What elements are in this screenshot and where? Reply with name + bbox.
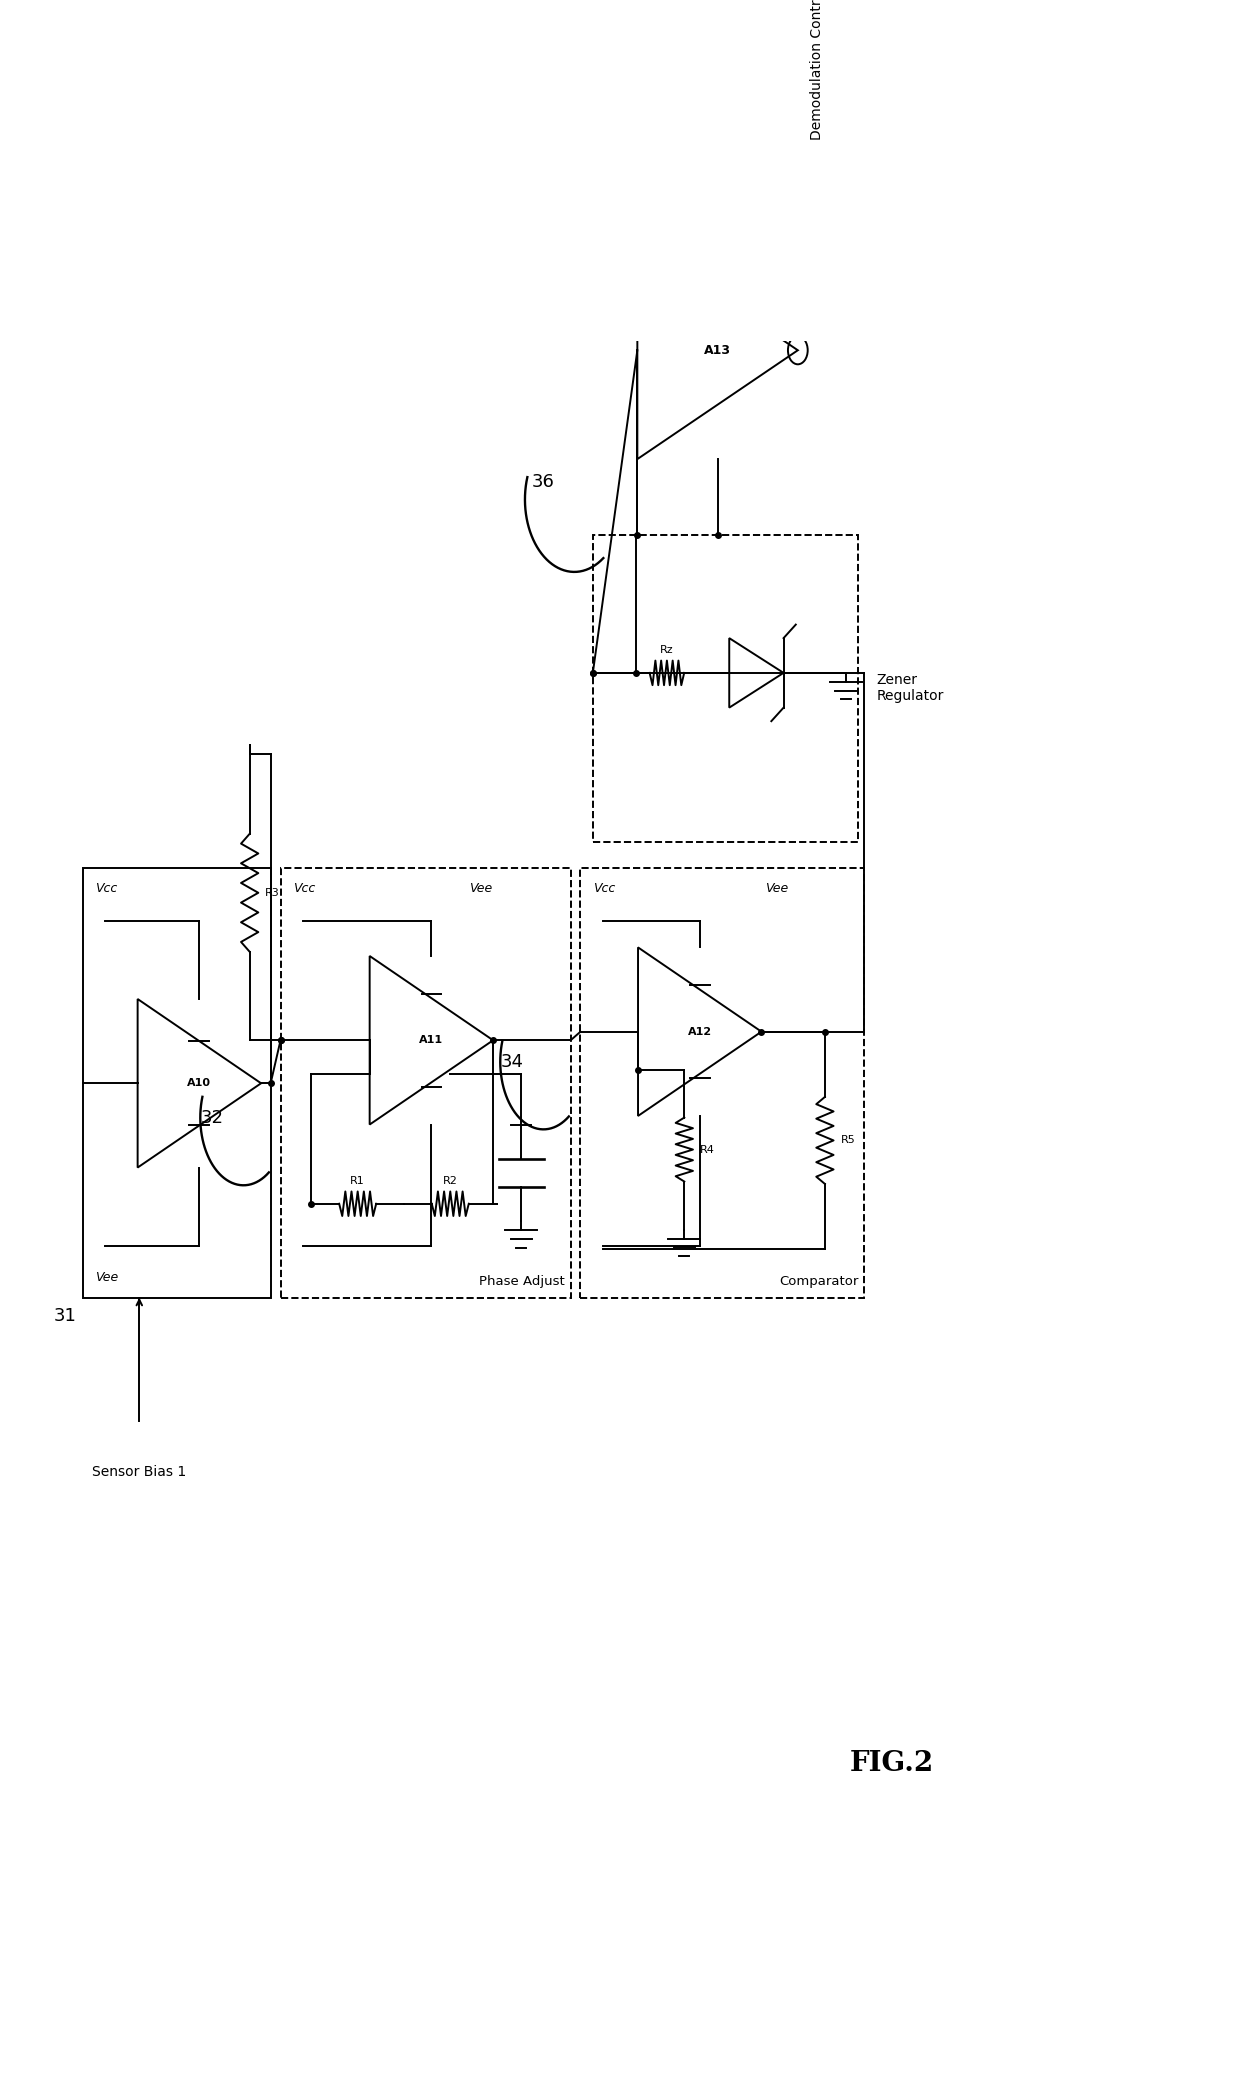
Text: Vee: Vee <box>765 882 789 895</box>
Bar <box>280 867 570 1298</box>
Text: Vcc: Vcc <box>593 882 615 895</box>
Text: Vee: Vee <box>95 1270 119 1285</box>
Text: A10: A10 <box>187 1077 211 1088</box>
Text: R5: R5 <box>841 1136 856 1145</box>
Text: Vcc: Vcc <box>95 882 118 895</box>
Text: A11: A11 <box>419 1035 444 1046</box>
Text: Sensor Bias 1: Sensor Bias 1 <box>92 1466 186 1478</box>
Text: Vee: Vee <box>469 882 492 895</box>
Text: Zener
Regulator: Zener Regulator <box>877 674 944 704</box>
Text: R1: R1 <box>351 1176 365 1186</box>
Bar <box>593 536 858 842</box>
Text: 36: 36 <box>532 472 556 491</box>
Text: R4: R4 <box>701 1144 715 1155</box>
Text: R3: R3 <box>264 888 279 899</box>
Text: 32: 32 <box>201 1109 224 1128</box>
Text: 31: 31 <box>55 1306 77 1325</box>
Text: Phase Adjust: Phase Adjust <box>479 1275 564 1287</box>
Bar <box>83 867 270 1298</box>
Text: R2: R2 <box>443 1176 458 1186</box>
Text: Rz: Rz <box>660 645 673 655</box>
Text: Vcc: Vcc <box>293 882 315 895</box>
Text: FIG.2: FIG.2 <box>849 1749 934 1777</box>
Bar <box>580 867 864 1298</box>
Text: A13: A13 <box>704 344 732 357</box>
Text: Comparator: Comparator <box>779 1275 858 1287</box>
Text: 34: 34 <box>501 1052 525 1071</box>
Text: A12: A12 <box>688 1027 712 1037</box>
Text: Demodulation Control: Demodulation Control <box>810 0 825 139</box>
